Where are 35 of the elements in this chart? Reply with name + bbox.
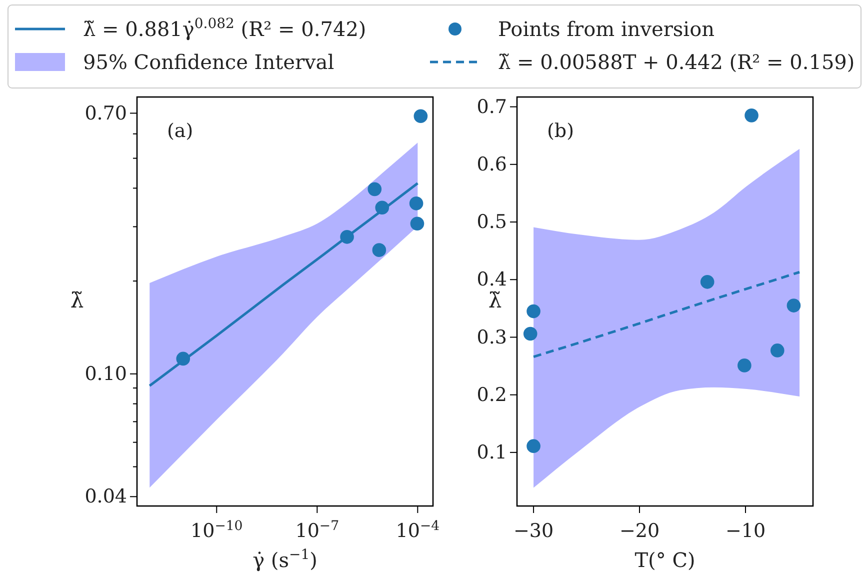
point [738,358,752,372]
y-tick-label: 0.7 [476,96,507,118]
annotation: (b) [547,120,574,142]
point [523,326,538,341]
legend-label: λ̃ = 0.881γ̇$^{0.082}$ (R² = 0.742) [83,16,366,41]
x-tick-label: −10 [725,520,766,542]
x-axis-title: T(° C) [634,548,696,572]
y-tick-label: 0.2 [476,384,507,406]
legend-label: Points from inversion [498,17,715,41]
point [526,439,540,453]
point [700,275,714,289]
y-tick-label: 0.6 [476,153,507,176]
y-tick-label: 0.5 [476,211,507,234]
y-axis-title: λ̃ [70,288,84,312]
annotation: (a) [167,120,194,142]
x-tick-label: 10$^{−7}$ [295,518,340,542]
point [770,344,784,358]
x-tick-label: 10$^{−10}$ [190,518,243,542]
y-tick-label: 0.70 [84,102,127,124]
y-axis-title: λ̃ [488,288,502,312]
x-tick-label: −30 [513,520,554,542]
y-tick-label: 0.1 [476,442,507,464]
line-series [532,270,801,358]
x-axis-title: γ̇ (s$^{−1}$) [252,547,318,572]
point [526,304,540,318]
x-tick-label: −20 [619,520,660,542]
x-tick-label: 10$^{−4}$ [396,518,440,542]
y-tick-label: 0.3 [476,326,507,348]
legend-label: λ̃ = 0.00588T + 0.442 (R² = 0.159) [498,50,855,74]
y-tick-label: 0.04 [84,486,127,508]
point [744,108,758,122]
y-tick-label: 0.4 [476,268,507,291]
text: 95% Confidence Interval [83,50,334,74]
point [786,298,801,312]
y-tick-label: 0.10 [84,362,127,385]
